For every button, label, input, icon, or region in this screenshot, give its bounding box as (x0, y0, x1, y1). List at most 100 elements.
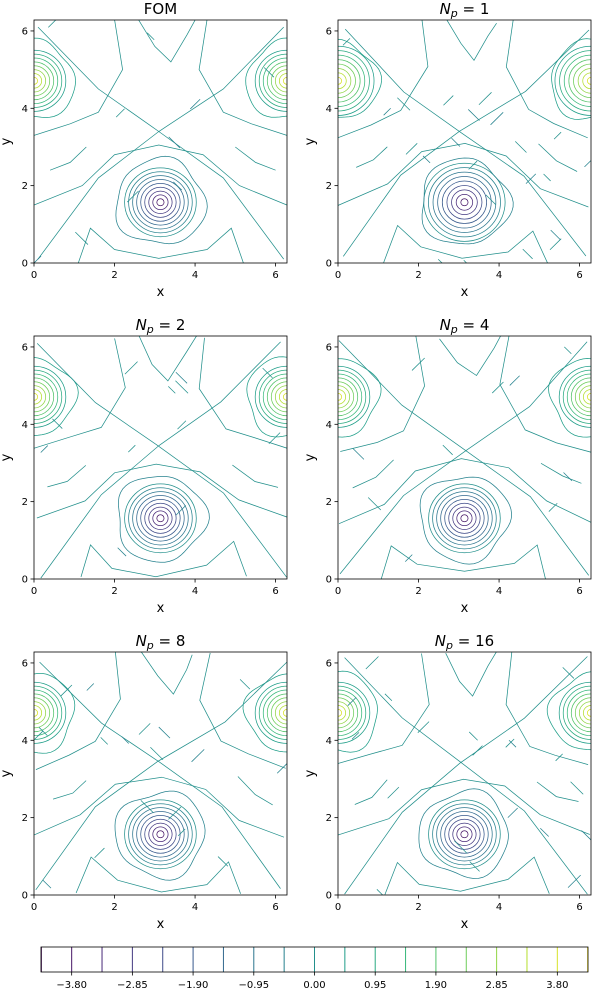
contour-ring (452, 506, 477, 530)
panel-title: Np = 2 (136, 316, 186, 336)
colorbar-tick-label: −2.85 (117, 980, 148, 990)
contour-ring (558, 365, 591, 428)
x-tick-label: 6 (576, 902, 582, 913)
contour-ring (132, 175, 189, 230)
contour-ring (254, 49, 287, 112)
contour-ring (34, 381, 51, 413)
contour-fragment (48, 20, 57, 28)
contour-ring-outer (419, 476, 512, 565)
y-tick-label: 6 (22, 26, 28, 37)
separatrix-contour (39, 661, 281, 889)
contour-ring-outer (338, 38, 382, 118)
contour-ring (582, 389, 591, 405)
contour-fragment (543, 173, 551, 182)
contour-fragment (150, 746, 164, 760)
separatrix-contour (75, 856, 241, 894)
separatrix-contour (499, 336, 591, 453)
contour-lines (338, 336, 591, 579)
colorbar-tick-label: −3.80 (56, 980, 87, 990)
separatrix-contour (140, 652, 193, 695)
contour-ring-outer (34, 37, 76, 118)
separatrix-contour (344, 28, 587, 257)
contour-ring (582, 705, 591, 721)
contour-fragment (468, 109, 480, 121)
separatrix-contour (383, 224, 548, 263)
y-tick-label: 0 (22, 575, 28, 586)
contour-fragment (540, 827, 549, 837)
x-tick-label: 6 (576, 270, 582, 281)
contour-ring (34, 53, 63, 108)
separatrix-contour (80, 540, 247, 578)
y-axis-label: y (303, 453, 318, 461)
contour-fragment (52, 418, 63, 429)
contour-fragment (387, 786, 400, 799)
contour-fragment (468, 160, 478, 170)
y-tick-label: 0 (326, 891, 332, 902)
separatrix-contour (34, 776, 285, 838)
contour-ring (34, 373, 59, 421)
contour-ring (148, 190, 173, 214)
contour-ring (254, 365, 287, 428)
contour-ring (460, 198, 469, 207)
contour-ring (578, 385, 591, 409)
contour-ring-outer (548, 358, 591, 438)
contour-ring (338, 59, 361, 103)
contour-fragment (367, 497, 382, 511)
contour-fragment (584, 159, 591, 168)
contour-ring (258, 53, 287, 108)
contour-fragment (276, 763, 287, 774)
contour-fragment (217, 856, 229, 867)
contour-ring-outer (546, 671, 591, 751)
x-tick-label: 4 (496, 270, 502, 281)
contour-fragment (168, 806, 182, 820)
contour-ring (152, 194, 169, 211)
separatrix-contour (34, 20, 123, 136)
contour-ring-outer (242, 673, 287, 753)
contour-ring (338, 381, 355, 413)
separatrix-contour (439, 336, 502, 377)
colorbar-tick-label: −1.90 (178, 980, 209, 990)
x-axis-label: x (461, 285, 469, 300)
contour-ring (34, 369, 63, 424)
contour-fragment (351, 732, 360, 740)
x-tick-label: 0 (31, 586, 37, 597)
y-tick-label: 4 (22, 104, 28, 115)
separatrix-contour (352, 459, 394, 489)
separatrix-contour (536, 781, 579, 802)
contour-fragment (168, 386, 176, 394)
contour-ring (338, 705, 347, 721)
y-tick-label: 2 (326, 181, 332, 192)
separatrix-contour (338, 458, 591, 525)
contour-fragment (140, 800, 154, 814)
colorbar-tick-label: 2.85 (485, 980, 507, 990)
contour-ring (156, 830, 165, 839)
contour-ring (266, 377, 287, 417)
contour-ring (140, 814, 181, 854)
contour-ring (338, 365, 371, 428)
panel-title: Np = 4 (440, 316, 490, 336)
contour-ring (432, 171, 497, 233)
contour-ring (456, 510, 473, 527)
contour-ring (562, 369, 591, 424)
contour-ring (338, 50, 370, 112)
contour-ring (577, 68, 591, 94)
contour-ring (338, 701, 351, 725)
contour-fragment (514, 141, 527, 153)
contour-fragment (365, 656, 379, 670)
contour-ring (444, 814, 485, 854)
separatrix-contour (36, 463, 287, 519)
separatrix-contour (380, 544, 546, 579)
contour-ring (436, 491, 493, 546)
contour-ring (34, 697, 51, 729)
separatrix-contour (344, 657, 588, 895)
contour-fragment (100, 737, 108, 745)
contour-fragment (525, 173, 537, 184)
y-tick-label: 6 (326, 658, 332, 669)
contour-ring (128, 487, 193, 550)
contour-ring (144, 818, 177, 850)
x-tick-label: 4 (192, 270, 198, 281)
contour-ring (132, 491, 189, 546)
x-tick-label: 0 (335, 270, 341, 281)
contour-ring (262, 57, 287, 105)
